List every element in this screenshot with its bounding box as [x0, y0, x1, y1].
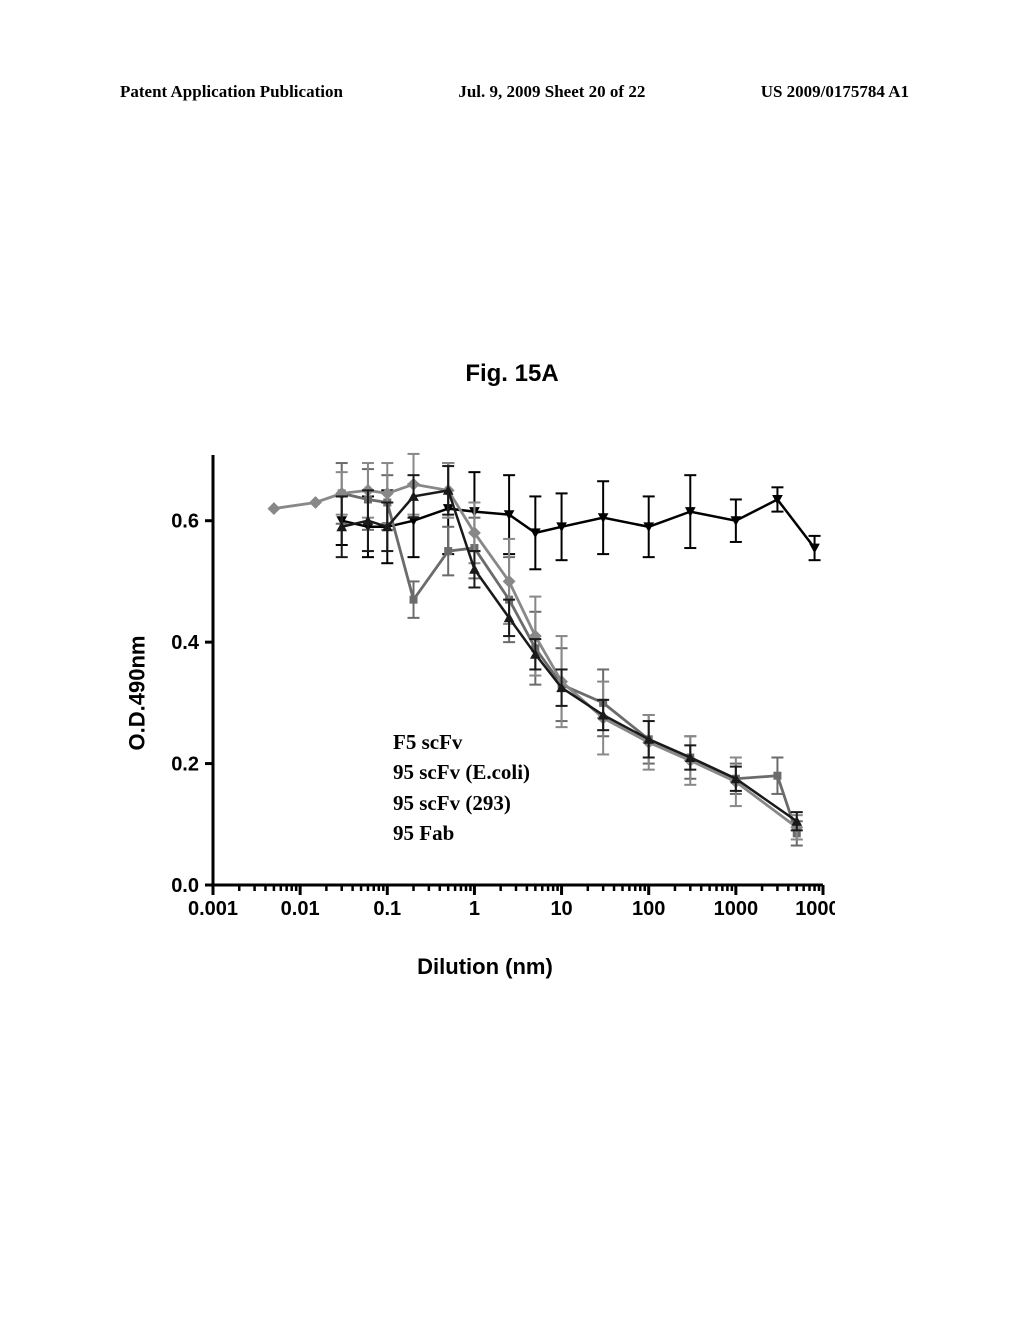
line-chart: 0.0 0.2 0.4 0.6 0.001 0.01 0.1 1 10 100 1000 10000	[135, 445, 835, 940]
legend-item: F5 scFv	[393, 727, 530, 757]
svg-text:10: 10	[550, 898, 572, 920]
y-axis-label: O.D.490nm	[124, 635, 150, 750]
chart-legend: F5 scFv 95 scFv (E.coli) 95 scFv (293) 9…	[393, 727, 530, 849]
svg-text:0.1: 0.1	[373, 898, 401, 920]
svg-text:100: 100	[632, 898, 665, 920]
header-center: Jul. 9, 2009 Sheet 20 of 22	[458, 82, 645, 102]
svg-text:1000: 1000	[714, 898, 759, 920]
svg-text:0.6: 0.6	[171, 511, 199, 533]
figure-title: Fig. 15A	[0, 360, 1024, 388]
svg-text:0.0: 0.0	[171, 875, 199, 897]
svg-text:0.2: 0.2	[171, 754, 199, 776]
chart-container: O.D.490nm 0.00.20.40.60.0010.010.1110100…	[135, 445, 835, 940]
header-left: Patent Application Publication	[120, 82, 343, 102]
svg-text:0.01: 0.01	[281, 898, 320, 920]
x-axis-label: Dilution (nm)	[135, 954, 835, 980]
svg-text:0.001: 0.001	[188, 898, 238, 920]
header-right: US 2009/0175784 A1	[761, 82, 909, 102]
legend-item: 95 Fab	[393, 818, 530, 848]
svg-text:0.4: 0.4	[171, 632, 200, 654]
svg-text:10000: 10000	[795, 898, 835, 920]
page-header: Patent Application Publication Jul. 9, 2…	[0, 82, 1024, 102]
legend-item: 95 scFv (293)	[393, 788, 530, 818]
legend-item: 95 scFv (E.coli)	[393, 757, 530, 787]
svg-text:1: 1	[469, 898, 480, 920]
